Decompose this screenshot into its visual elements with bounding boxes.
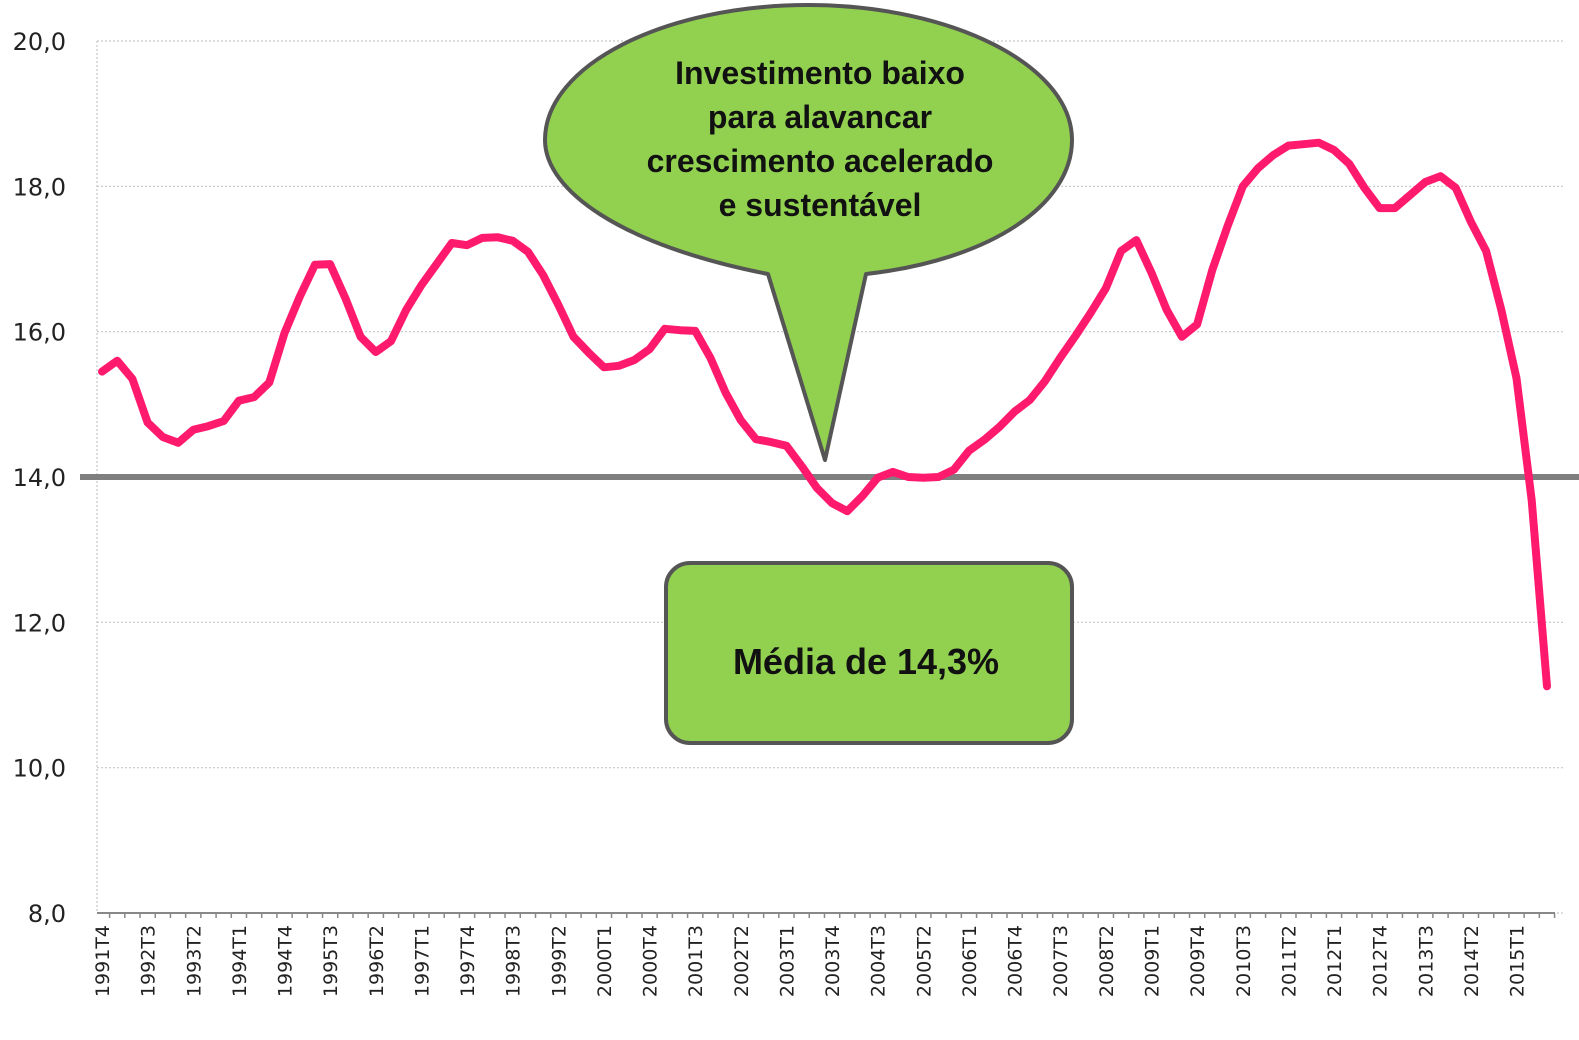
y-tick-label: 8,0 <box>28 900 66 928</box>
note-text: Média de 14,3% <box>733 641 999 682</box>
y-tick-label: 12,0 <box>13 609 66 637</box>
x-tick-label: 2009T1 <box>1141 925 1163 997</box>
x-tick-label: 2013T3 <box>1415 925 1437 997</box>
callout-text: e sustentável <box>719 187 922 223</box>
note-box <box>664 561 1074 745</box>
x-tick-label: 2012T4 <box>1370 925 1392 997</box>
x-tick-label: 1992T3 <box>138 925 160 997</box>
x-tick-label: 2005T2 <box>913 925 935 997</box>
x-tick-label: 2001T3 <box>685 925 707 997</box>
x-tick-label: 1998T3 <box>503 925 525 997</box>
x-tick-label: 1994T4 <box>275 925 297 997</box>
y-tick-label: 18,0 <box>13 173 66 201</box>
x-tick-label: 1994T1 <box>229 925 251 997</box>
y-tick-label: 10,0 <box>13 755 66 783</box>
x-tick-label: 2010T3 <box>1233 925 1255 997</box>
x-tick-label: 1993T2 <box>183 925 205 997</box>
x-tick-label: 2002T2 <box>731 925 753 997</box>
data-line <box>98 138 1551 691</box>
x-tick-label: 1999T2 <box>548 925 570 997</box>
x-tick-label: 1997T1 <box>411 925 433 997</box>
x-tick-label: 2012T1 <box>1324 925 1346 997</box>
x-tick-label: 2014T2 <box>1461 925 1483 997</box>
callout-text: para alavancar <box>708 99 932 135</box>
x-tick-label: 2007T3 <box>1050 925 1072 997</box>
callout-text: crescimento acelerado <box>647 143 994 179</box>
x-tick-label: 1991T4 <box>92 925 114 997</box>
x-tick-label: 1996T2 <box>366 925 388 997</box>
x-tick-label: 1995T3 <box>320 925 342 997</box>
x-tick-label: 2011T2 <box>1278 925 1300 997</box>
x-tick-label: 2015T1 <box>1507 925 1529 997</box>
callout-bubble <box>543 3 1074 462</box>
y-tick-label: 20,0 <box>13 28 66 56</box>
x-tick-label: 1997T4 <box>457 925 479 997</box>
x-tick-label: 2006T1 <box>959 925 981 997</box>
x-tick-label: 2008T2 <box>1096 925 1118 997</box>
x-tick-label: 2006T4 <box>1005 925 1027 997</box>
x-tick-label: 2003T4 <box>822 925 844 997</box>
x-tick-label: 2009T4 <box>1187 925 1209 997</box>
y-tick-label: 14,0 <box>13 464 66 492</box>
x-tick-label: 2000T1 <box>594 925 616 997</box>
x-tick-label: 2000T4 <box>640 925 662 997</box>
x-tick-label: 2004T3 <box>868 925 890 997</box>
y-tick-label: 16,0 <box>13 319 66 347</box>
callout-text: Investimento baixo <box>675 55 965 91</box>
x-tick-label: 2003T1 <box>776 925 798 997</box>
